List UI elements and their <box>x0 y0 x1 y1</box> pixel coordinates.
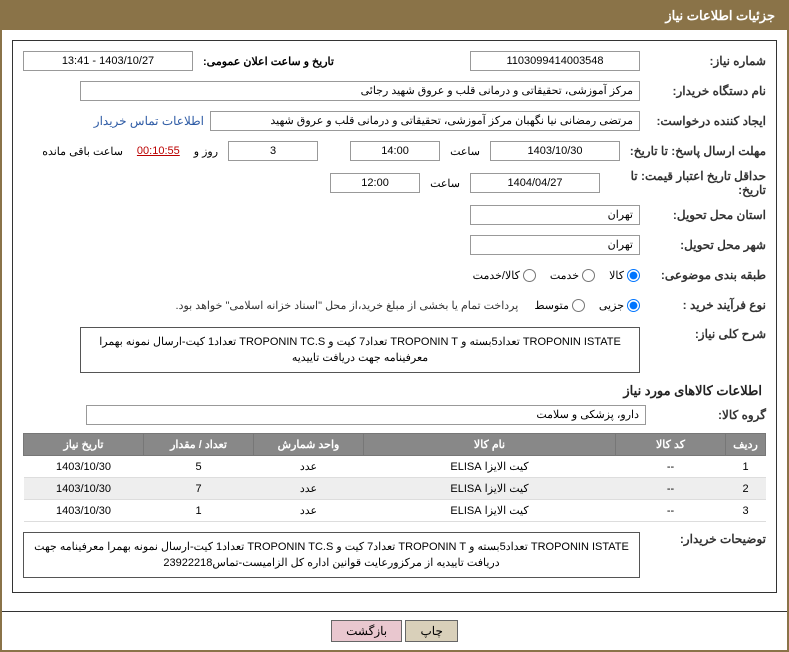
requester-field: مرتضی رمضانی نیا نگهبان مرکز آموزشی، تحق… <box>210 111 640 131</box>
cell-name: کیت الایزا ELISA <box>364 478 616 500</box>
process-radio-group: جزیی متوسط <box>534 299 640 312</box>
category-radio-group: کالا خدمت کالا/خدمت <box>473 269 640 282</box>
panel-header: جزئیات اطلاعات نیاز <box>2 2 787 30</box>
cell-qty: 7 <box>144 478 254 500</box>
radio-small[interactable]: جزیی <box>599 299 640 312</box>
cell-code: -- <box>616 478 726 500</box>
table-row: 1--کیت الایزا ELISAعدد51403/10/30 <box>24 456 766 478</box>
buyer-notes-box: TROPONIN ISTATE تعداد5بسته و TROPONIN T … <box>23 532 640 578</box>
process-label: نوع فرآیند خرید : <box>646 298 766 312</box>
time-label-1: ساعت <box>446 145 484 158</box>
th-date: تاریخ نیاز <box>24 434 144 456</box>
table-row: 3--کیت الایزا ELISAعدد11403/10/30 <box>24 500 766 522</box>
th-qty: تعداد / مقدار <box>144 434 254 456</box>
deadline-time-field: 14:00 <box>350 141 440 161</box>
validity-date-field: 1404/04/27 <box>470 173 600 193</box>
th-idx: ردیف <box>726 434 766 456</box>
back-button[interactable]: بازگشت <box>331 620 402 642</box>
goods-group-label: گروه کالا: <box>646 408 766 422</box>
main-form-section: شماره نیاز: 1103099414003548 تاریخ و ساع… <box>12 40 777 593</box>
radio-khedmat[interactable]: خدمت <box>550 269 595 282</box>
need-no-field: 1103099414003548 <box>470 51 640 71</box>
summary-box: TROPONIN ISTATE تعداد5بسته و TROPONIN T … <box>80 327 640 373</box>
province-label: استان محل تحویل: <box>646 208 766 222</box>
category-label: طبقه بندی موضوعی: <box>646 268 766 282</box>
city-label: شهر محل تحویل: <box>646 238 766 252</box>
buyer-label: نام دستگاه خریدار: <box>646 84 766 98</box>
cell-qty: 5 <box>144 456 254 478</box>
cell-code: -- <box>616 500 726 522</box>
radio-mid[interactable]: متوسط <box>534 299 585 312</box>
cell-name: کیت الایزا ELISA <box>364 456 616 478</box>
cell-idx: 1 <box>726 456 766 478</box>
announce-field: 1403/10/27 - 13:41 <box>23 51 193 71</box>
print-button[interactable]: چاپ <box>405 620 457 642</box>
th-unit: واحد شمارش <box>254 434 364 456</box>
th-name: نام کالا <box>364 434 616 456</box>
cell-date: 1403/10/30 <box>24 500 144 522</box>
time-label-2: ساعت <box>426 177 464 190</box>
process-note: پرداخت تمام یا بخشی از مبلغ خرید،از محل … <box>176 299 519 312</box>
cell-date: 1403/10/30 <box>24 456 144 478</box>
buyer-contact-link[interactable]: اطلاعات تماس خریدار <box>94 114 204 128</box>
validity-time-field: 12:00 <box>330 173 420 193</box>
goods-group-field: دارو، پزشکی و سلامت <box>86 405 646 425</box>
cell-idx: 3 <box>726 500 766 522</box>
cell-code: -- <box>616 456 726 478</box>
goods-table: ردیف کد کالا نام کالا واحد شمارش تعداد /… <box>23 433 766 522</box>
days-suffix: روز و <box>190 145 222 158</box>
remaining-suffix: ساعت باقی مانده <box>38 145 127 158</box>
announce-label: تاریخ و ساعت اعلان عمومی: <box>199 55 338 68</box>
buyer-notes-label: توضیحات خریدار: <box>646 532 766 546</box>
province-field: تهران <box>470 205 640 225</box>
cell-date: 1403/10/30 <box>24 478 144 500</box>
cell-unit: عدد <box>254 456 364 478</box>
remaining-time: 00:10:55 <box>133 145 184 157</box>
action-bar: چاپ بازگشت <box>2 611 787 650</box>
cell-idx: 2 <box>726 478 766 500</box>
summary-label: شرح کلی نیاز: <box>646 327 766 341</box>
deadline-date-field: 1403/10/30 <box>490 141 620 161</box>
buyer-field: مرکز آموزشی، تحقیقاتی و درمانی قلب و عرو… <box>80 81 640 101</box>
requester-label: ایجاد کننده درخواست: <box>646 114 766 128</box>
deadline-label: مهلت ارسال پاسخ: تا تاریخ: <box>626 144 766 158</box>
radio-kalakhedmat[interactable]: کالا/خدمت <box>473 269 536 282</box>
goods-info-title: اطلاعات کالاهای مورد نیاز <box>23 383 762 399</box>
table-row: 2--کیت الایزا ELISAعدد71403/10/30 <box>24 478 766 500</box>
cell-unit: عدد <box>254 500 364 522</box>
radio-kala[interactable]: کالا <box>609 269 640 282</box>
city-field: تهران <box>470 235 640 255</box>
cell-name: کیت الایزا ELISA <box>364 500 616 522</box>
validity-label: حداقل تاریخ اعتبار قیمت: تا تاریخ: <box>606 169 766 197</box>
need-no-label: شماره نیاز: <box>646 54 766 68</box>
cell-unit: عدد <box>254 478 364 500</box>
th-code: کد کالا <box>616 434 726 456</box>
days-field: 3 <box>228 141 318 161</box>
cell-qty: 1 <box>144 500 254 522</box>
